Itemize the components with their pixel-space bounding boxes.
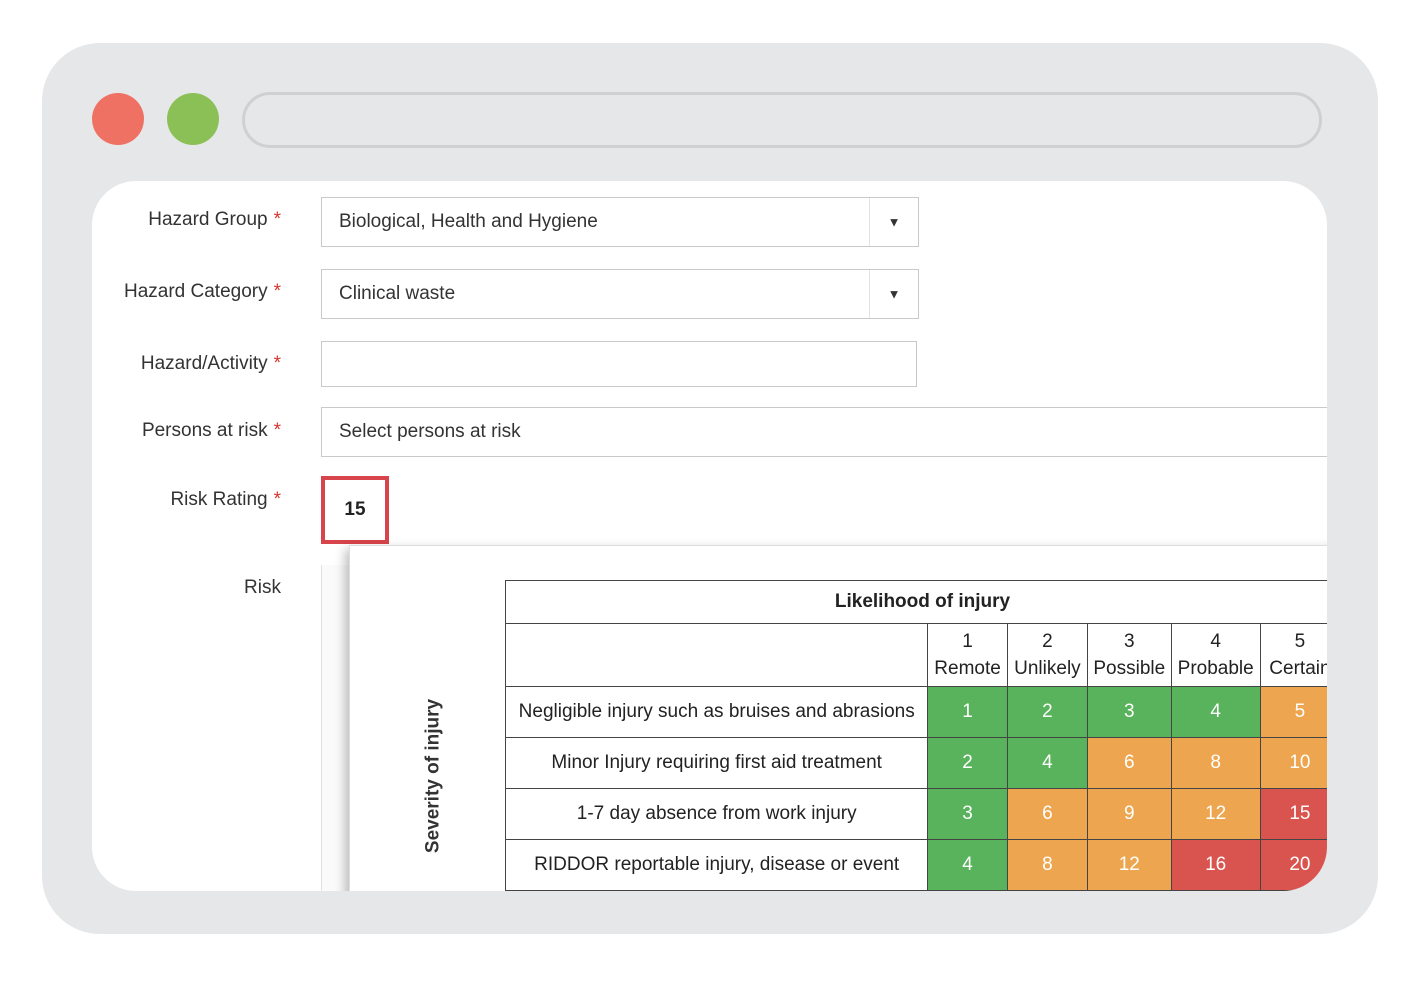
- matrix-row: 1-7 day absence from work injury 3 6 9 1…: [504, 788, 1327, 840]
- form-panel: Hazard Group * Biological, Health and Hyg…: [92, 181, 1327, 891]
- risk-cell[interactable]: 5: [1259, 686, 1327, 738]
- risk-cell[interactable]: 4: [927, 839, 1008, 891]
- persons-at-risk-select[interactable]: Select persons at risk: [321, 407, 1327, 457]
- matrix-row: RIDDOR reportable injury, disease or eve…: [504, 839, 1327, 891]
- risk-field[interactable]: [321, 565, 352, 891]
- risk-cell[interactable]: 4: [1006, 737, 1089, 789]
- hazard-category-value: Clinical waste: [339, 283, 456, 304]
- risk-cell[interactable]: 3: [1087, 686, 1172, 738]
- risk-rating-value: 15: [344, 499, 366, 520]
- address-bar[interactable]: [242, 92, 1322, 148]
- severity-axis-label: Severity of injury: [422, 698, 444, 854]
- risk-matrix-table: Likelihood of injury 1 Remote 2 Unlikely 3…: [504, 580, 1327, 891]
- header-blank: [504, 623, 929, 687]
- likelihood-col-4: 4 Probable: [1170, 623, 1261, 687]
- hazard-group-select[interactable]: Biological, Health and Hygiene ▼: [321, 197, 919, 247]
- risk-cell[interactable]: 16: [1170, 839, 1261, 891]
- risk-cell[interactable]: 12: [1170, 788, 1261, 840]
- risk-cell[interactable]: 8: [1006, 839, 1089, 891]
- risk-label: Risk: [244, 577, 281, 598]
- severity-row-label: 1-7 day absence from work injury: [504, 788, 929, 840]
- likelihood-col-2: 2 Unlikely: [1006, 623, 1089, 687]
- window-maximize-dot[interactable]: [167, 93, 219, 145]
- hazard-activity-input[interactable]: [321, 341, 917, 387]
- severity-row-label: RIDDOR reportable injury, disease or eve…: [504, 839, 929, 891]
- hazard-category-select[interactable]: Clinical waste ▼: [321, 269, 919, 319]
- hazard-group-value: Biological, Health and Hygiene: [339, 211, 598, 232]
- browser-window: Hazard Group * Biological, Health and Hyg…: [42, 43, 1378, 934]
- hazard-activity-label: Hazard/Activity *: [140, 353, 281, 374]
- risk-cell[interactable]: 8: [1170, 737, 1261, 789]
- risk-matrix-popup: Severity of injury Likelihood of injury …: [349, 545, 1327, 891]
- risk-cell[interactable]: 2: [927, 737, 1008, 789]
- likelihood-col-1: 1 Remote: [927, 623, 1008, 687]
- caret-down-icon: ▼: [887, 214, 901, 230]
- persons-at-risk-label: Persons at risk *: [141, 420, 281, 441]
- risk-cell[interactable]: 9: [1087, 788, 1172, 840]
- risk-cell[interactable]: 4: [1170, 686, 1261, 738]
- matrix-row: Negligible injury such as bruises and ab…: [504, 686, 1327, 738]
- severity-row-label: Minor Injury requiring first aid treatme…: [504, 737, 929, 789]
- risk-cell[interactable]: 15: [1259, 788, 1327, 840]
- risk-rating-label: Risk Rating *: [170, 489, 281, 510]
- dropdown-toggle[interactable]: ▼: [869, 270, 918, 318]
- persons-at-risk-placeholder: Select persons at risk: [339, 421, 521, 442]
- risk-cell[interactable]: 2: [1006, 686, 1089, 738]
- likelihood-col-5: 5 Certain: [1259, 623, 1327, 687]
- hazard-group-label: Hazard Group *: [148, 209, 281, 230]
- caret-down-icon: ▼: [887, 286, 901, 302]
- risk-cell[interactable]: 12: [1087, 839, 1172, 891]
- risk-cell[interactable]: 10: [1259, 737, 1327, 789]
- risk-cell[interactable]: 1: [927, 686, 1008, 738]
- likelihood-title: Likelihood of injury: [505, 580, 1327, 624]
- risk-cell[interactable]: 20: [1259, 839, 1327, 891]
- likelihood-col-3: 3 Possible: [1087, 623, 1172, 687]
- risk-rating-box[interactable]: 15: [321, 476, 389, 544]
- risk-cell[interactable]: 3: [927, 788, 1008, 840]
- risk-cell[interactable]: 6: [1087, 737, 1172, 789]
- dropdown-toggle[interactable]: ▼: [869, 198, 918, 246]
- window-close-dot[interactable]: [92, 93, 144, 145]
- hazard-category-label: Hazard Category *: [123, 281, 281, 302]
- matrix-row: Minor Injury requiring first aid treatme…: [504, 737, 1327, 789]
- risk-cell[interactable]: 6: [1006, 788, 1089, 840]
- severity-row-label: Negligible injury such as bruises and ab…: [504, 686, 929, 738]
